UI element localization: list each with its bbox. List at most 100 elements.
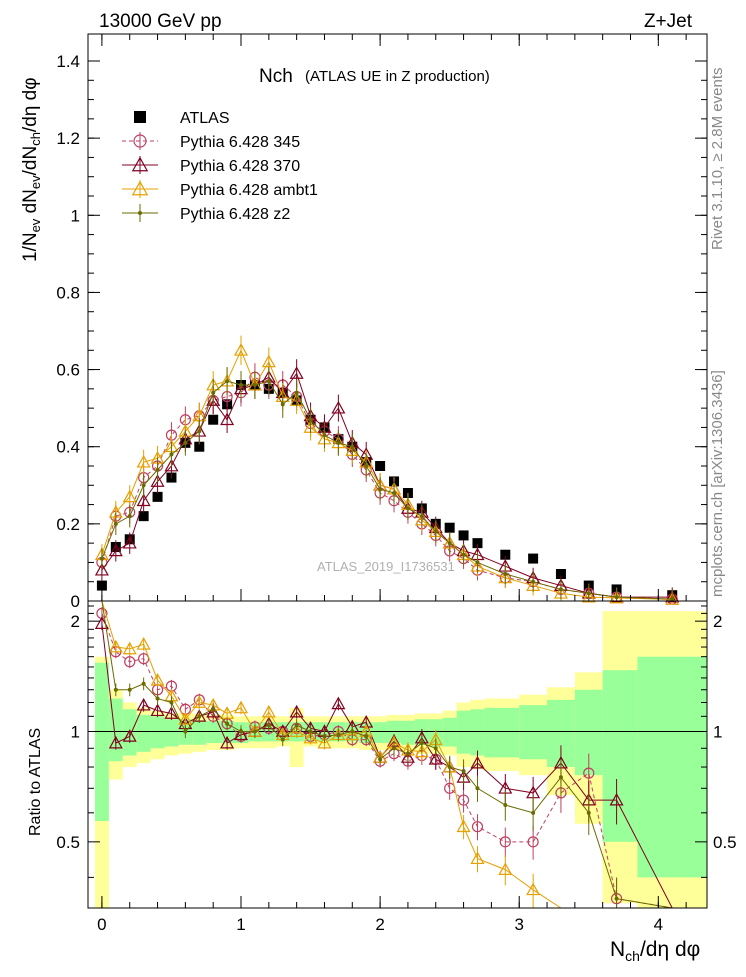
legend-label: Pythia 6.428 z2 xyxy=(180,206,290,223)
data-point xyxy=(503,572,508,576)
ratio-band-inner xyxy=(94,662,109,821)
ratio-point xyxy=(378,757,383,762)
ratio-point xyxy=(289,724,304,737)
ratio-point xyxy=(609,792,624,806)
legend-marker xyxy=(138,211,142,215)
data-point xyxy=(670,597,675,602)
ratio-point xyxy=(197,714,202,719)
data-point xyxy=(558,587,563,592)
analysis-watermark: ATLAS_2019_I1736531 xyxy=(317,559,455,574)
plot-subtitle: (ATLAS UE in Z production) xyxy=(305,68,490,85)
data-point xyxy=(96,580,107,591)
ratio-point xyxy=(169,700,174,705)
ratio-y-axis-label: Ratio to ATLAS xyxy=(27,728,44,836)
ratio-point xyxy=(317,735,332,749)
main-plot-marks xyxy=(94,335,680,605)
ratio-point xyxy=(239,729,244,734)
ratio-series-3 xyxy=(101,600,673,909)
data-point xyxy=(665,589,680,603)
y-tick-label: 0.8 xyxy=(56,283,80,302)
ratio-y-tick-label: 2 xyxy=(71,612,80,631)
data-point xyxy=(528,553,539,564)
data-point xyxy=(141,483,146,488)
legend-marker xyxy=(131,180,149,196)
ratio-point xyxy=(233,727,249,741)
ratio-point xyxy=(289,704,304,718)
ratio-point xyxy=(294,723,299,728)
data-point xyxy=(331,400,346,414)
data-point xyxy=(225,379,230,384)
ratio-point xyxy=(364,734,369,739)
ratio-series-line xyxy=(101,600,673,909)
data-point xyxy=(500,549,511,560)
ratio-point xyxy=(113,687,118,692)
x-axis-label: Nch/dη dφ xyxy=(610,938,700,964)
data-point xyxy=(322,433,327,438)
data-point xyxy=(294,390,299,395)
ratio-point xyxy=(558,775,563,780)
data-point xyxy=(211,390,216,395)
ratio-point xyxy=(414,744,429,758)
main-y-axis-label: 1/Nev dNev/dNch/dη dφ xyxy=(20,77,43,262)
ratio-point xyxy=(220,735,235,749)
data-point xyxy=(289,366,304,379)
series-4 xyxy=(99,367,675,602)
ratio-band-inner xyxy=(637,656,707,878)
data-point xyxy=(194,441,205,452)
ratio-point xyxy=(155,696,160,701)
ratio-series-line xyxy=(101,600,673,909)
data-point xyxy=(113,521,118,526)
ratio-point xyxy=(164,706,179,719)
data-point xyxy=(261,354,276,368)
ratio-point xyxy=(211,707,216,712)
x-tick-label: 0 xyxy=(97,915,106,934)
ratio-point xyxy=(470,851,485,865)
ratio-plot-frame xyxy=(87,600,708,909)
y-tick-label: 1 xyxy=(71,206,80,225)
legend-label: Pythia 6.428 ambt1 xyxy=(180,182,318,199)
ratio-point xyxy=(498,862,513,876)
data-point xyxy=(581,589,596,603)
ratio-band-inner xyxy=(150,716,165,749)
y-tick-label: 0.2 xyxy=(56,515,80,534)
ratio-series-line xyxy=(101,613,673,909)
ratio-point xyxy=(124,656,136,668)
data-point xyxy=(208,414,219,425)
ratio-point xyxy=(252,729,257,734)
data-point xyxy=(586,591,591,596)
ratio-band-inner xyxy=(602,670,638,842)
ratio-band-inner xyxy=(108,698,123,762)
ratio-point xyxy=(475,786,480,791)
ratio-point xyxy=(233,700,249,714)
ratio-y-tick-label-right: 0.5 xyxy=(713,833,737,852)
ratio-point xyxy=(457,794,470,806)
ratio-point xyxy=(586,810,591,815)
ratio-point xyxy=(419,741,424,746)
data-point xyxy=(405,506,410,511)
ratio-band-inner xyxy=(484,707,520,758)
ratio-band-inner xyxy=(456,710,471,754)
legend-label: ATLAS xyxy=(180,110,230,127)
legend-marker xyxy=(133,134,147,148)
ratio-point xyxy=(266,723,271,728)
data-point xyxy=(350,444,355,449)
ratio-point xyxy=(527,836,539,848)
ratio-point xyxy=(136,697,151,711)
data-point xyxy=(155,467,160,472)
data-point xyxy=(138,511,149,522)
ratio-point xyxy=(150,672,165,686)
data-point xyxy=(614,595,619,600)
ratio-point xyxy=(225,721,230,726)
ratio-point xyxy=(503,803,508,808)
ratio-point xyxy=(183,729,188,734)
series-line xyxy=(101,349,673,600)
ratio-point xyxy=(108,735,123,749)
data-point xyxy=(239,383,244,387)
data-point xyxy=(94,562,109,576)
ratio-point xyxy=(192,695,207,708)
ratio-y-tick-label-right: 2 xyxy=(713,612,722,631)
ratio-point xyxy=(470,755,485,769)
ratio-point xyxy=(138,653,150,665)
ratio-point xyxy=(461,769,466,774)
data-point xyxy=(183,440,188,445)
